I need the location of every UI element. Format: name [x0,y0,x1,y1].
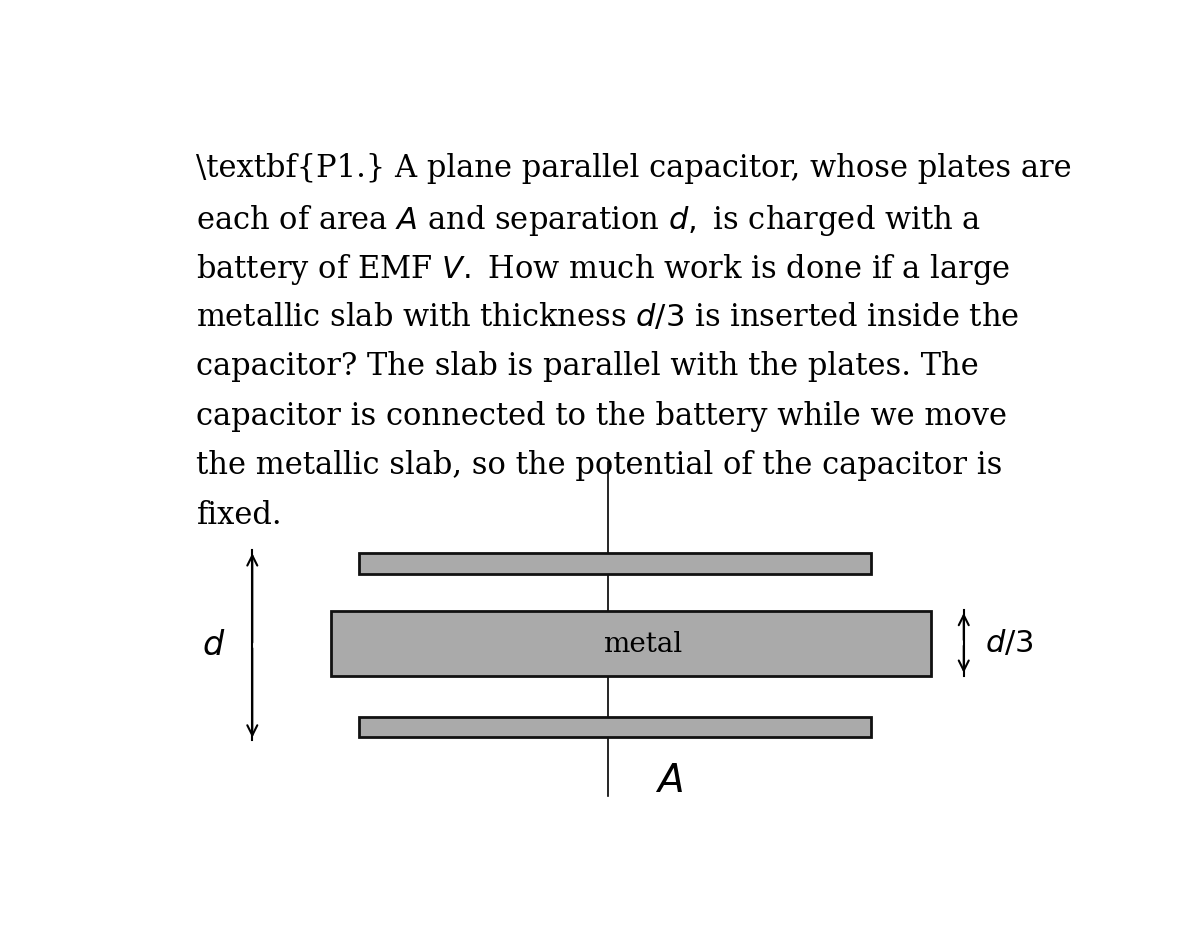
Text: $d/3$: $d/3$ [985,628,1033,659]
Text: $A$: $A$ [655,762,683,799]
Text: \textbf{P1.} A plane parallel capacitor, whose plates are: \textbf{P1.} A plane parallel capacitor,… [197,153,1072,184]
Text: capacitor is connected to the battery while we move: capacitor is connected to the battery wh… [197,400,1008,431]
Text: battery of EMF $V.$ How much work is done if a large: battery of EMF $V.$ How much work is don… [197,252,1010,287]
Text: metallic slab with thickness $d/3$ is inserted inside the: metallic slab with thickness $d/3$ is in… [197,301,1020,332]
Text: metal: metal [604,631,683,657]
Bar [331,611,931,677]
Text: each of area $A$ and separation $d,$ is charged with a: each of area $A$ and separation $d,$ is … [197,203,982,238]
Text: fixed.: fixed. [197,499,282,531]
Text: $d$: $d$ [202,630,224,662]
Bar [359,717,871,737]
Bar [359,554,871,574]
Text: capacitor? The slab is parallel with the plates. The: capacitor? The slab is parallel with the… [197,351,979,382]
Text: the metallic slab, so the potential of the capacitor is: the metallic slab, so the potential of t… [197,450,1003,480]
